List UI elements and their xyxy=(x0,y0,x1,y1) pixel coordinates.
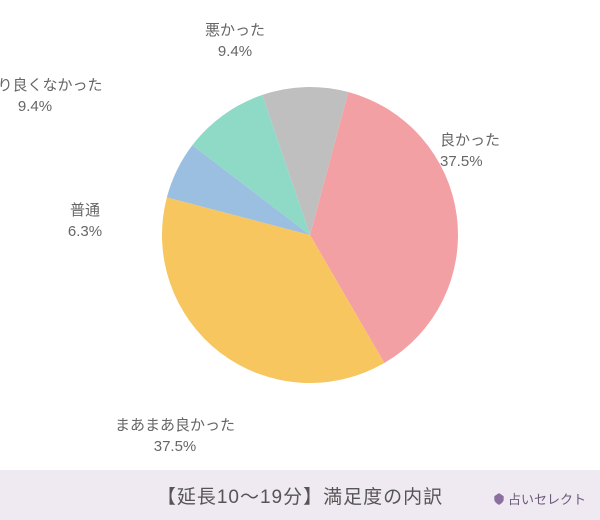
pie-chart xyxy=(160,85,460,385)
brand-label: 占いセレクト xyxy=(492,489,586,508)
brand-text: 占いセレクト xyxy=(508,489,586,508)
pie-chart-area: 良かった37.5%まあまあ良かった37.5%普通6.3%あまり良くなかった9.4… xyxy=(0,0,600,470)
slice-label-percent: 37.5% xyxy=(440,151,500,172)
slice-label-name: 普通 xyxy=(68,200,102,221)
caption-text: 【延長10～19分】満足度の内訳 xyxy=(157,482,443,509)
slice-label-name: 悪かった xyxy=(205,20,265,41)
slice-label: 悪かった9.4% xyxy=(205,20,265,62)
slice-label-name: まあまあ良かった xyxy=(115,415,235,436)
slice-label-name: あまり良くなかった xyxy=(0,75,103,96)
slice-label-percent: 9.4% xyxy=(0,96,103,117)
slice-label: 普通6.3% xyxy=(68,200,102,242)
slice-label-percent: 37.5% xyxy=(115,436,235,457)
slice-label-percent: 6.3% xyxy=(68,221,102,242)
slice-label: あまり良くなかった9.4% xyxy=(0,75,103,117)
slice-label: まあまあ良かった37.5% xyxy=(115,415,235,457)
brand-icon xyxy=(492,492,506,506)
slice-label: 良かった37.5% xyxy=(440,130,500,172)
slice-label-name: 良かった xyxy=(440,130,500,151)
slice-label-percent: 9.4% xyxy=(205,41,265,62)
